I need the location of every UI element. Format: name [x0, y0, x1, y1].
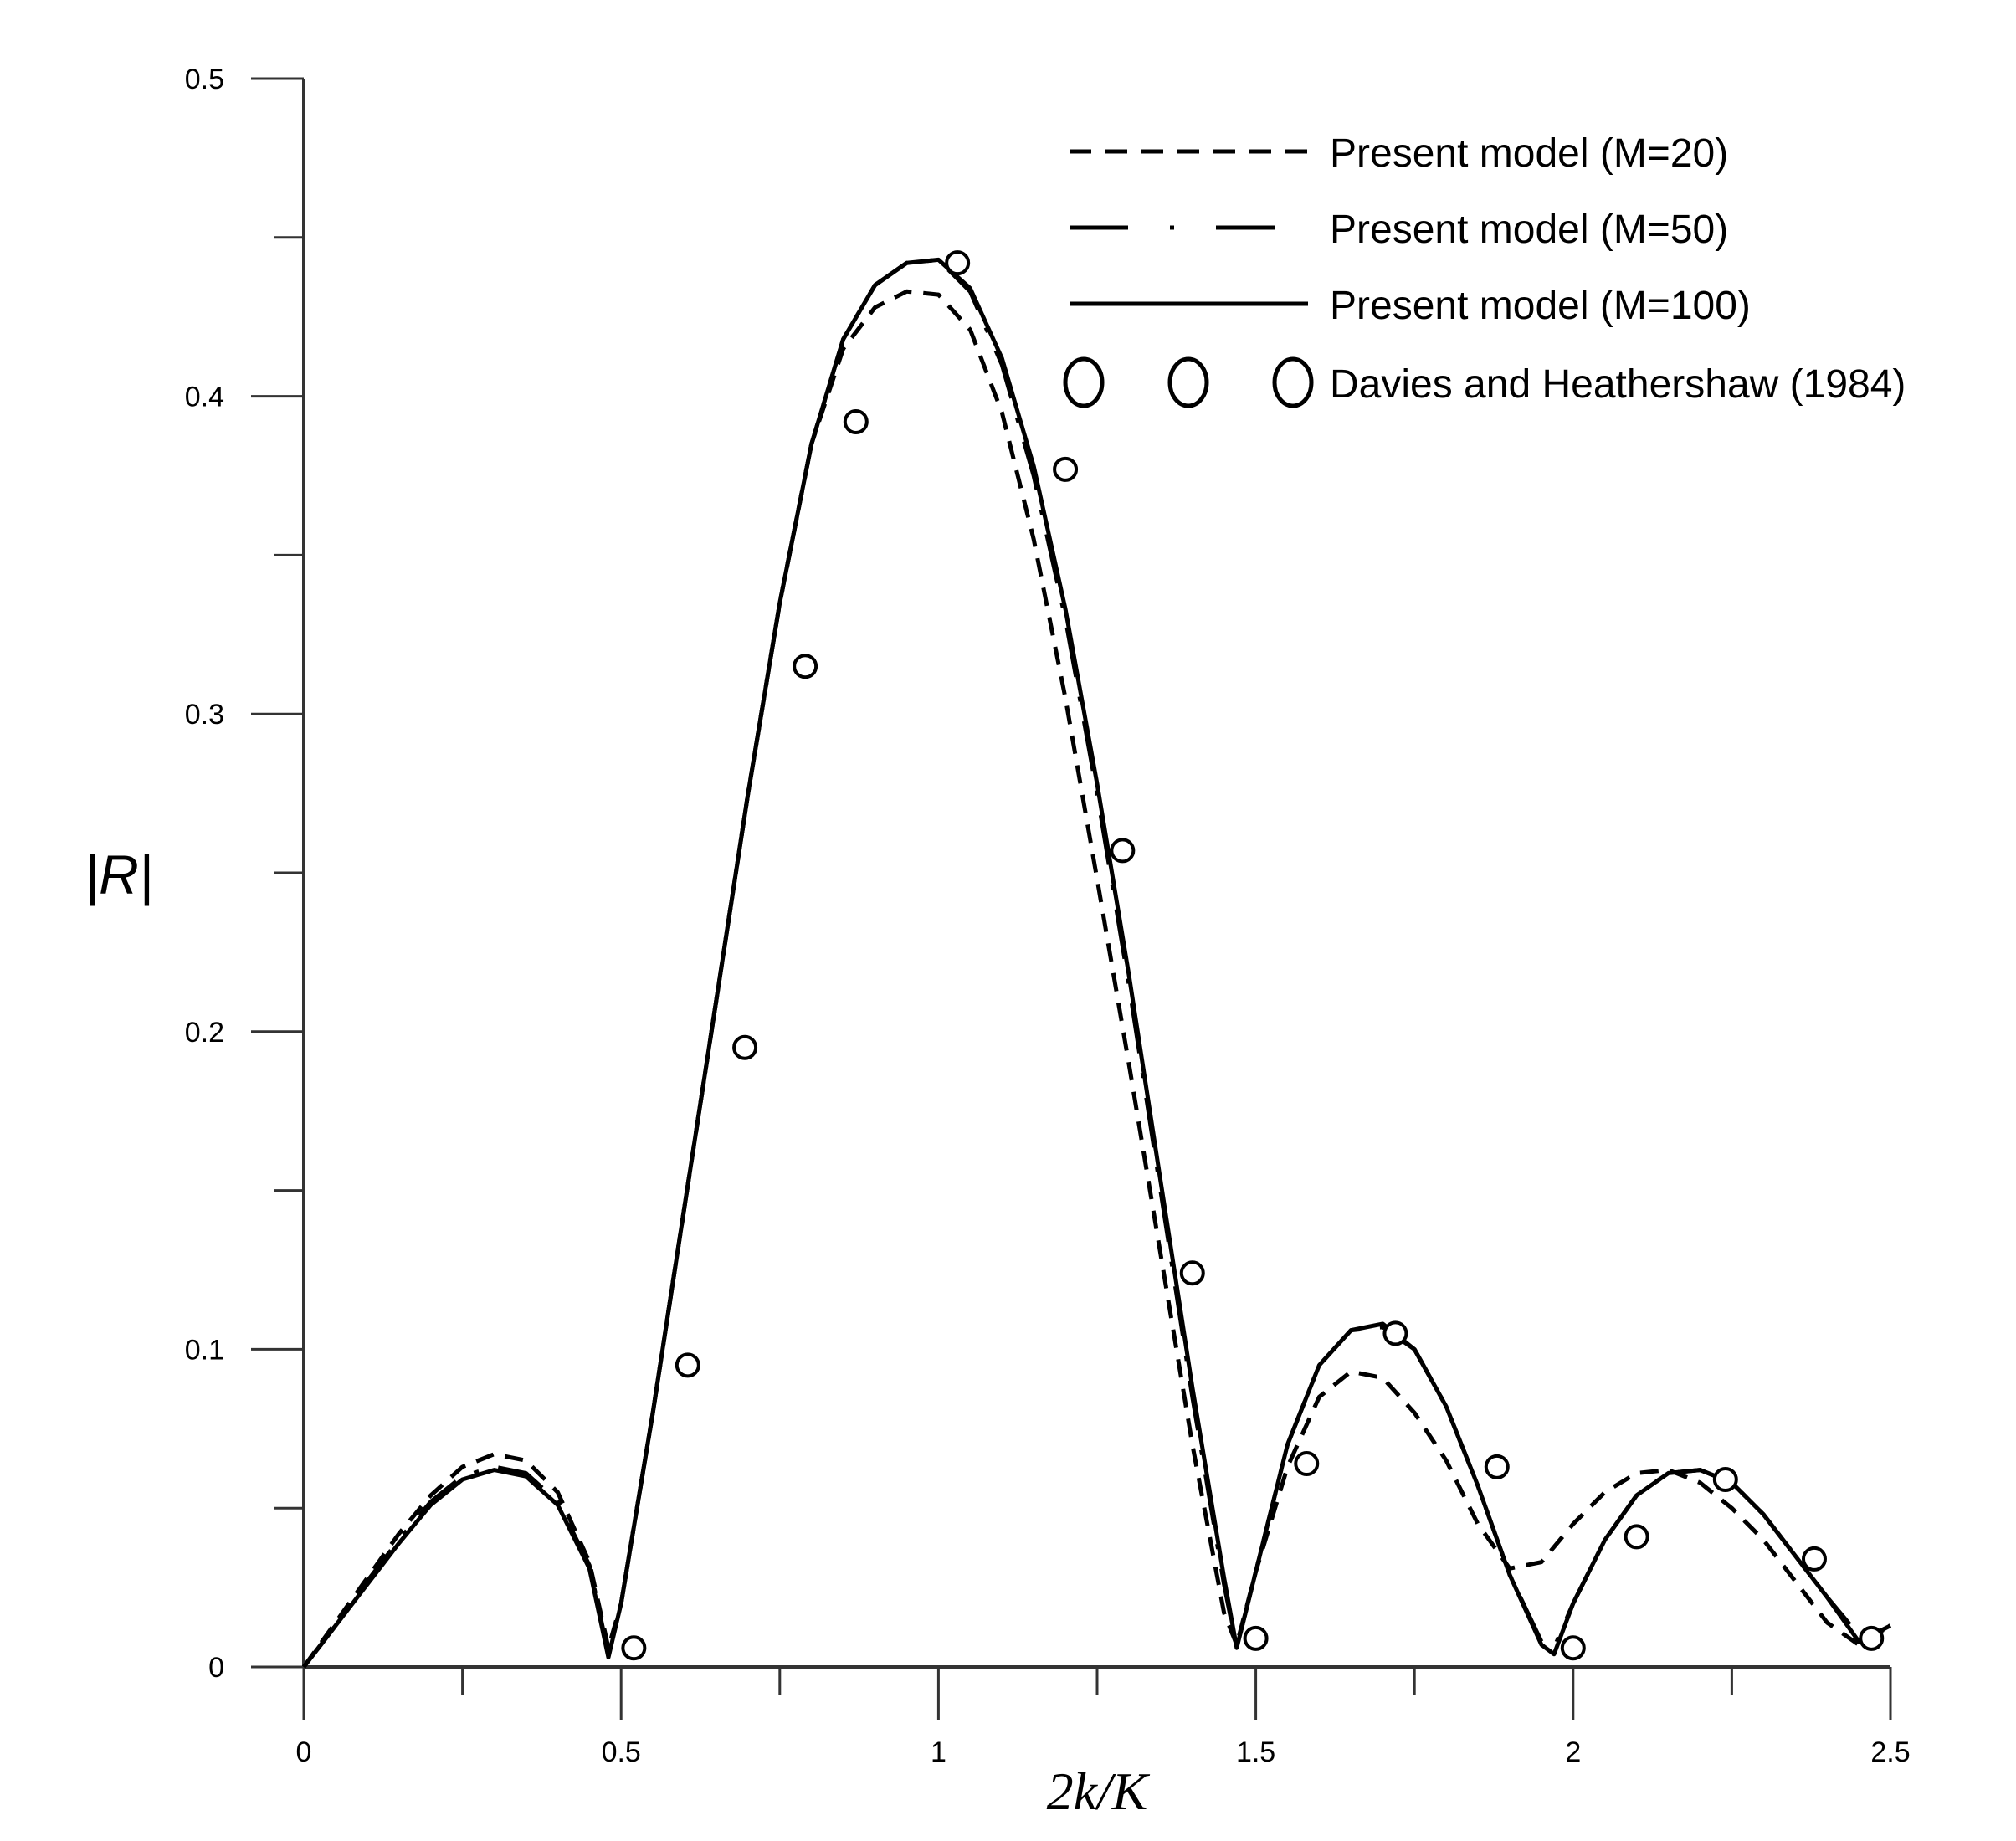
x-axis-label: 2k/K — [1047, 1762, 1151, 1821]
plot-area — [301, 250, 1892, 1669]
data-point — [1712, 1467, 1738, 1493]
legend-marker-2 — [1167, 356, 1209, 408]
x-tick-label: 0.5 — [602, 1736, 641, 1768]
legend-label-m100: Present model (M=100) — [1330, 284, 1751, 328]
axes: 0 0.1 0.2 0.3 0.4 0.5 0 0.5 1 1.5 2 2.5 — [185, 64, 1911, 1768]
y-tick-label: 0.4 — [185, 382, 224, 413]
y-tick-label: 0.1 — [185, 1334, 224, 1366]
data-point — [1243, 1625, 1269, 1651]
data-point — [732, 1034, 758, 1060]
legend-label-m50: Present model (M=50) — [1330, 208, 1728, 252]
y-tick-label: 0.3 — [185, 699, 224, 731]
x-tick-label: 1 — [931, 1736, 946, 1768]
data-point — [1560, 1635, 1586, 1661]
data-point — [1110, 838, 1136, 864]
y-tick-label: 0.2 — [185, 1017, 224, 1049]
legend: Present model (M=20) Present model (M=50… — [1063, 131, 1906, 408]
data-point — [1801, 1546, 1827, 1572]
data-point — [1382, 1320, 1408, 1346]
x-tick-label: 0 — [296, 1736, 312, 1768]
x-tick-label: 2.5 — [1870, 1736, 1910, 1768]
legend-label-m20: Present model (M=20) — [1330, 131, 1728, 176]
x-ticks: 0 0.5 1 1.5 2 2.5 — [296, 1667, 1911, 1768]
x-tick-label: 2 — [1565, 1736, 1581, 1768]
y-axis-label: |R| — [85, 844, 153, 907]
series-line-solid — [302, 257, 1892, 1669]
data-point — [675, 1352, 700, 1378]
y-ticks: 0 0.1 0.2 0.3 0.4 0.5 — [185, 64, 304, 1684]
series-line-dashed — [301, 289, 1892, 1669]
data-point — [945, 250, 971, 276]
data-point — [1179, 1260, 1205, 1286]
data-point — [1294, 1451, 1320, 1477]
y-tick-label: 0.5 — [185, 64, 224, 95]
series-line-dash-dot — [302, 257, 1891, 1669]
data-point — [621, 1635, 647, 1661]
legend-marker-1 — [1063, 356, 1105, 408]
legend-label-davies: Davies and Heathershaw (1984) — [1330, 362, 1906, 407]
legend-marker-3 — [1272, 356, 1314, 408]
data-point — [1624, 1524, 1649, 1550]
data-point — [793, 654, 818, 679]
y-tick-label: 0 — [208, 1652, 224, 1684]
data-point — [1484, 1454, 1510, 1479]
data-point — [1859, 1625, 1885, 1651]
x-tick-label: 1.5 — [1236, 1736, 1275, 1768]
data-point — [1053, 456, 1079, 482]
data-point — [843, 408, 869, 434]
series-davies-heathershaw — [621, 250, 1885, 1661]
